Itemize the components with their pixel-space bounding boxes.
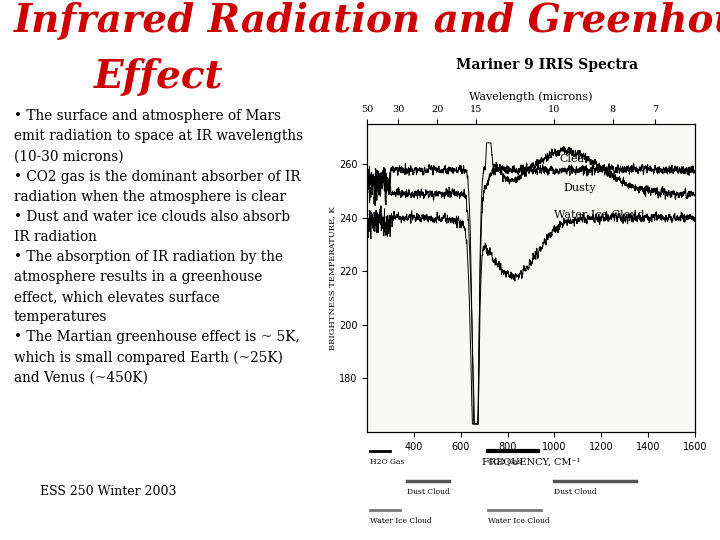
Text: Dusty: Dusty [564, 183, 596, 193]
Text: Water Ice Cloud: Water Ice Cloud [554, 210, 645, 220]
Text: • The surface and atmosphere of Mars
emit radiation to space at IR wavelengths
(: • The surface and atmosphere of Mars emi… [14, 109, 303, 384]
X-axis label: Wavelength (microns): Wavelength (microns) [469, 91, 593, 102]
Text: Dust Cloud: Dust Cloud [407, 488, 449, 496]
Text: ESS 250 Winter 2003: ESS 250 Winter 2003 [40, 485, 177, 498]
X-axis label: FREQUENCY, CM⁻¹: FREQUENCY, CM⁻¹ [482, 457, 580, 466]
Text: CO2 Gas: CO2 Gas [488, 458, 522, 467]
Text: Effect: Effect [94, 58, 223, 96]
Text: Mariner 9 IRIS Spectra: Mariner 9 IRIS Spectra [456, 58, 638, 72]
Text: Dust Cloud: Dust Cloud [554, 488, 597, 496]
Text: Infrared Radiation and Greenhouse: Infrared Radiation and Greenhouse [14, 2, 720, 40]
Y-axis label: BRIGHTNESS TEMPERATURE, K: BRIGHTNESS TEMPERATURE, K [328, 206, 336, 350]
Text: Clear: Clear [559, 154, 590, 164]
Text: Water Ice Cloud: Water Ice Cloud [371, 517, 432, 525]
Text: H2O Gas: H2O Gas [371, 458, 405, 467]
Text: Water Ice Cloud: Water Ice Cloud [488, 517, 550, 525]
